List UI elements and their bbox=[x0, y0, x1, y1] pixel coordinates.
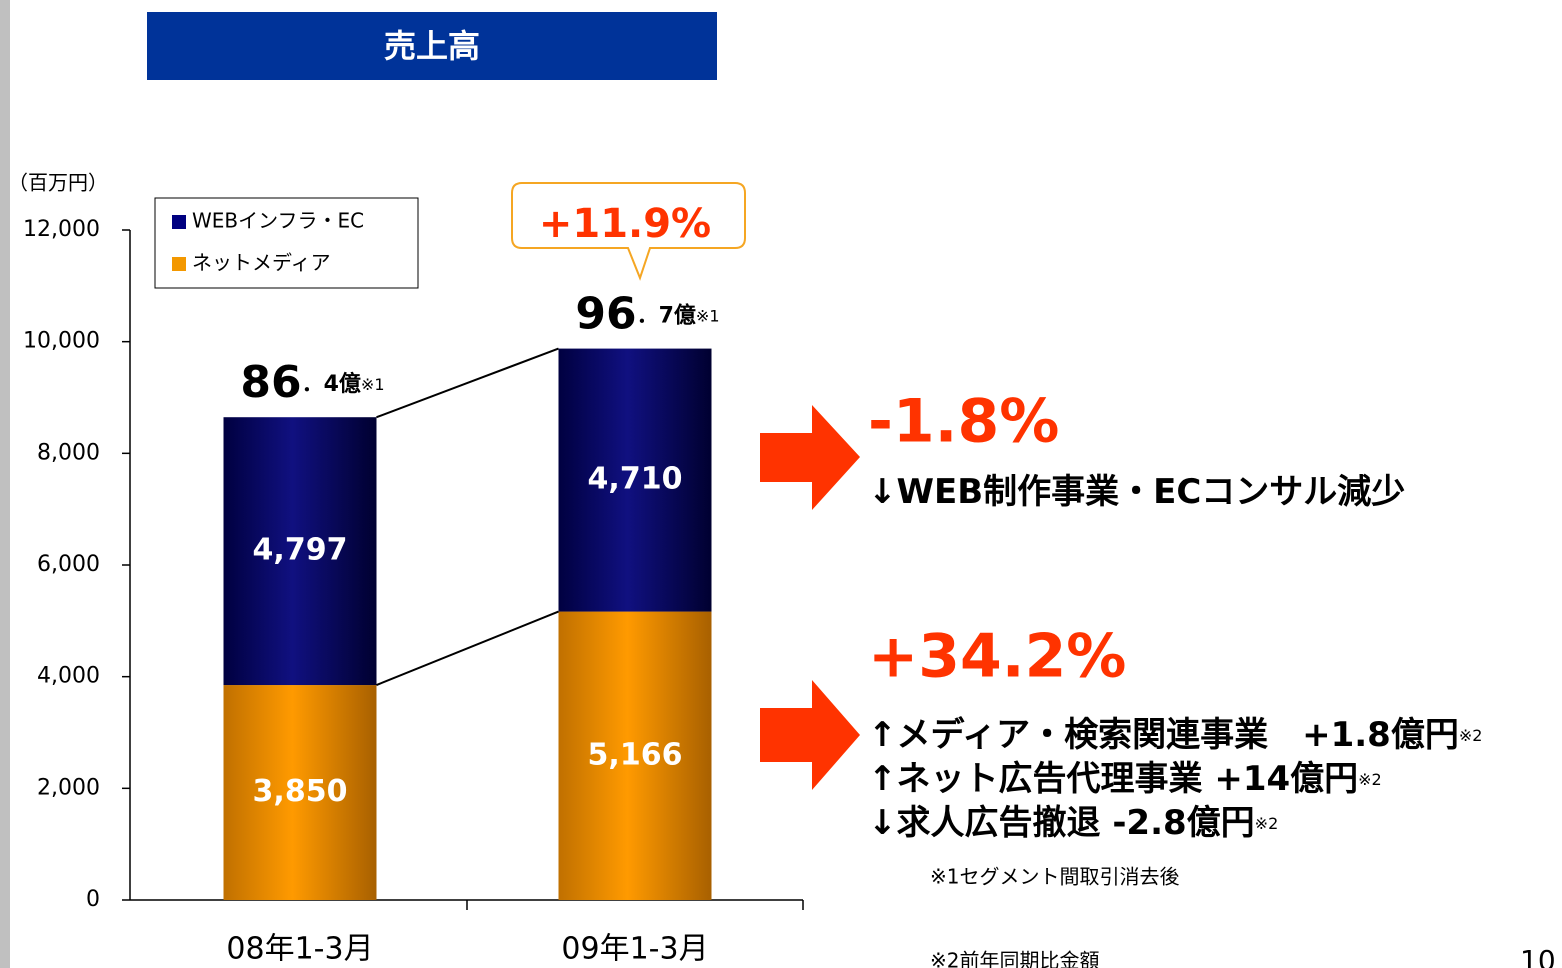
x-tick-label: 08年1-3月 bbox=[226, 932, 373, 967]
bar-segment bbox=[558, 348, 712, 612]
legend-box bbox=[154, 197, 419, 289]
legend-label: WEBインフラ・EC bbox=[192, 209, 364, 233]
callout-bubble bbox=[511, 182, 746, 281]
value-label: 4,710 bbox=[588, 462, 683, 497]
total-note: ※1 bbox=[361, 375, 385, 394]
note-item: ↑ネット広告代理事業 +14億円※2 bbox=[868, 759, 1382, 799]
bar-segment bbox=[223, 685, 377, 900]
total-small: ．4億 bbox=[302, 371, 361, 397]
note-ref: ※2 bbox=[1255, 814, 1279, 833]
arrow bbox=[760, 405, 860, 510]
side-strip bbox=[0, 0, 10, 968]
page-number: 10 bbox=[1520, 944, 1556, 968]
total-big: 96 bbox=[575, 289, 636, 340]
total-note: ※1 bbox=[696, 306, 720, 325]
y-tick-label: 10,000 bbox=[23, 329, 100, 354]
y-tick-label: 8,000 bbox=[37, 440, 100, 465]
y-tick-label: 12,000 bbox=[23, 217, 100, 242]
legend-swatch bbox=[172, 215, 186, 229]
change-web: -1.8% bbox=[868, 387, 1059, 457]
note-ref: ※2 bbox=[1358, 770, 1382, 789]
x-tick-label: 09年1-3月 bbox=[561, 932, 708, 967]
title-box bbox=[147, 12, 717, 80]
y-axis-label: （百万円） bbox=[8, 171, 108, 195]
note-text: ↓WEB制作事業・ECコンサル減少 bbox=[868, 472, 1405, 512]
y-tick-label: 0 bbox=[86, 887, 100, 912]
value-label: 3,850 bbox=[253, 774, 348, 809]
title: 売上高 bbox=[384, 27, 480, 65]
note-text: ↑メディア・検索関連事業 +1.8億円 bbox=[868, 715, 1459, 755]
note-text: ↑ネット広告代理事業 +14億円 bbox=[868, 759, 1358, 799]
callout: +11.9% bbox=[539, 201, 711, 247]
connector bbox=[376, 347, 559, 419]
change-media: +34.2% bbox=[868, 622, 1126, 692]
note-text: ↓求人広告撤退 -2.8億円 bbox=[868, 803, 1255, 843]
total-big: 86 bbox=[240, 357, 301, 408]
value-label: 5,166 bbox=[588, 737, 683, 772]
value-label: 4,797 bbox=[253, 533, 348, 568]
note-item: ↓求人広告撤退 -2.8億円※2 bbox=[868, 803, 1278, 843]
arrow bbox=[760, 680, 860, 790]
note-item: ↓WEB制作事業・ECコンサル減少 bbox=[868, 472, 1405, 512]
legend-label: ネットメディア bbox=[192, 251, 331, 275]
note-ref: ※2 bbox=[1459, 726, 1483, 745]
connector bbox=[376, 610, 559, 686]
total-label: 86．4億※1 bbox=[240, 357, 384, 408]
bar-segment bbox=[558, 611, 712, 900]
total-small: ．7億 bbox=[637, 303, 696, 329]
footnote: ※2前年同期比金額 bbox=[930, 949, 1099, 968]
total-label: 96．7億※1 bbox=[575, 289, 719, 340]
note-item: ↑メディア・検索関連事業 +1.8億円※2 bbox=[868, 715, 1482, 755]
legend-swatch bbox=[172, 257, 186, 271]
bar-segment bbox=[223, 417, 377, 686]
y-tick-label: 4,000 bbox=[37, 664, 100, 689]
y-tick-label: 6,000 bbox=[37, 552, 100, 577]
footnote: ※1セグメント間取引消去後 bbox=[930, 865, 1179, 889]
y-tick-label: 2,000 bbox=[37, 775, 100, 800]
